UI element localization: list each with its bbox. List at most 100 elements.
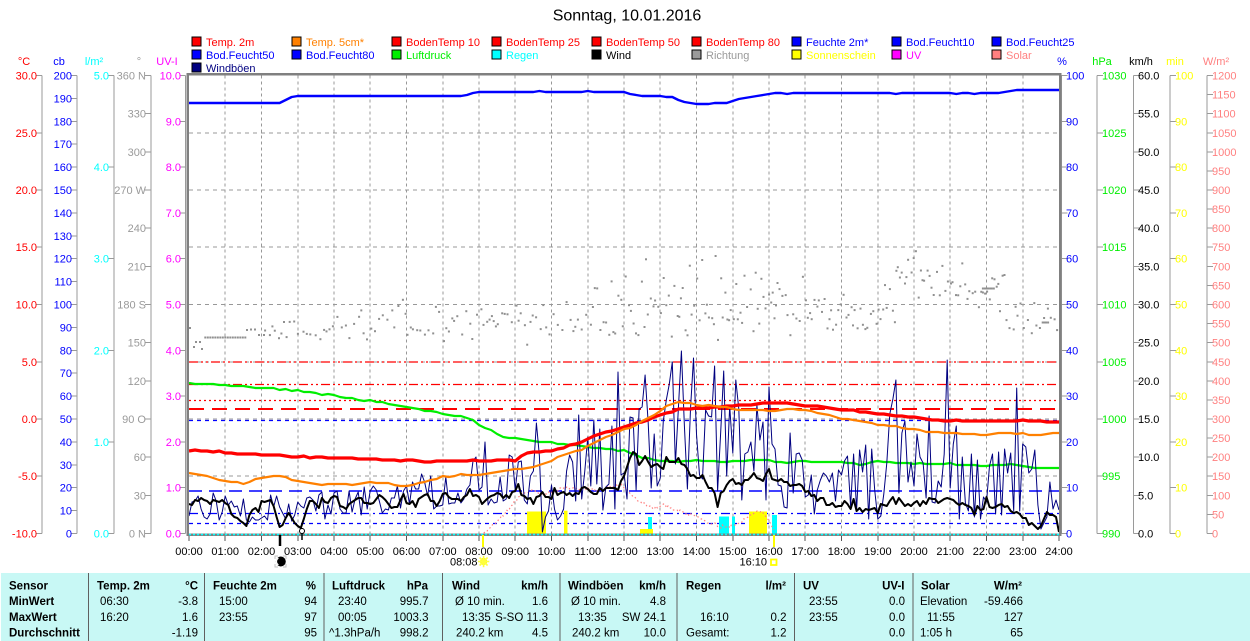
- svg-text:140: 140: [54, 208, 72, 220]
- svg-text:Solar: Solar: [921, 581, 950, 593]
- svg-text:Gesamt:: Gesamt:: [686, 628, 729, 640]
- svg-text:1150: 1150: [1212, 90, 1236, 102]
- svg-text:%: %: [306, 581, 316, 593]
- svg-text:min: min: [1166, 56, 1184, 68]
- svg-text:70: 70: [1175, 208, 1187, 220]
- svg-text:Durchschnitt: Durchschnitt: [9, 628, 80, 640]
- svg-text:00:00: 00:00: [175, 546, 203, 558]
- svg-text:08:00: 08:00: [465, 546, 493, 558]
- svg-text:240: 240: [128, 223, 146, 235]
- svg-text:13:35: 13:35: [462, 612, 491, 624]
- svg-text:700: 700: [1212, 261, 1230, 273]
- svg-text:km/h: km/h: [521, 581, 548, 593]
- svg-text:1020: 1020: [1102, 185, 1126, 197]
- svg-text:200: 200: [1212, 452, 1230, 464]
- svg-text:11:55: 11:55: [927, 612, 955, 624]
- svg-text:-3.8: -3.8: [178, 596, 198, 608]
- svg-text:-10.0: -10.0: [12, 529, 37, 541]
- svg-text:70: 70: [1066, 208, 1078, 220]
- svg-text:°C: °C: [185, 581, 198, 593]
- svg-text:1015: 1015: [1102, 242, 1126, 254]
- svg-text:350: 350: [1212, 395, 1230, 407]
- svg-text:50: 50: [60, 414, 72, 426]
- svg-text:20: 20: [60, 483, 72, 495]
- svg-text:750: 750: [1212, 242, 1230, 254]
- svg-text:23:40: 23:40: [338, 596, 367, 608]
- svg-text:60: 60: [134, 452, 146, 464]
- svg-text:Sensor: Sensor: [9, 581, 49, 593]
- svg-text:40.0: 40.0: [1138, 223, 1159, 235]
- svg-text:°C: °C: [18, 56, 30, 68]
- svg-text:300: 300: [1212, 414, 1230, 426]
- svg-text:150: 150: [1212, 471, 1230, 483]
- svg-text:150: 150: [54, 185, 72, 197]
- svg-text:UV: UV: [803, 581, 819, 593]
- svg-text:150: 150: [128, 338, 146, 350]
- svg-text:09:00: 09:00: [501, 546, 529, 558]
- svg-text:Temp. 2m: Temp. 2m: [206, 37, 254, 49]
- svg-text:23:55: 23:55: [809, 596, 838, 608]
- svg-text:4.0: 4.0: [166, 345, 181, 357]
- svg-text:S-SO 11.3: S-SO 11.3: [495, 612, 548, 624]
- svg-text:1030: 1030: [1102, 71, 1126, 83]
- svg-text:Wind: Wind: [452, 581, 480, 593]
- svg-text:90: 90: [60, 322, 72, 334]
- svg-text:Bod.Feucht10: Bod.Feucht10: [906, 37, 975, 49]
- svg-text:10: 10: [60, 506, 72, 518]
- svg-text:Solar: Solar: [1006, 50, 1032, 62]
- svg-text:30: 30: [1175, 391, 1187, 403]
- svg-text:95: 95: [304, 628, 317, 640]
- svg-text:4.8: 4.8: [650, 596, 666, 608]
- svg-text:20: 20: [1175, 437, 1187, 449]
- svg-text:25.0: 25.0: [1138, 338, 1159, 350]
- svg-text:60: 60: [1175, 254, 1187, 266]
- svg-text:90: 90: [1066, 116, 1078, 128]
- svg-text:W/m²: W/m²: [1203, 56, 1230, 68]
- svg-text:%: %: [1057, 56, 1067, 68]
- svg-text:60: 60: [60, 391, 72, 403]
- svg-text:850: 850: [1212, 204, 1230, 216]
- svg-text:Windböen: Windböen: [206, 63, 256, 75]
- svg-text:80: 80: [1175, 162, 1187, 174]
- svg-text:20: 20: [1066, 437, 1078, 449]
- svg-text:650: 650: [1212, 280, 1230, 292]
- svg-text:MinWert: MinWert: [9, 596, 54, 608]
- svg-text:5.0: 5.0: [1138, 490, 1153, 502]
- svg-text:05:00: 05:00: [356, 546, 384, 558]
- svg-text:1200: 1200: [1212, 71, 1236, 83]
- svg-text:0.0: 0.0: [889, 612, 905, 624]
- svg-text:13:35: 13:35: [578, 612, 607, 624]
- svg-text:190: 190: [54, 93, 72, 105]
- svg-text:Luftdruck: Luftdruck: [332, 581, 386, 593]
- svg-text:94: 94: [304, 596, 317, 608]
- svg-text:15.0: 15.0: [16, 242, 37, 254]
- svg-text:45.0: 45.0: [1138, 185, 1159, 197]
- svg-text:60: 60: [1066, 254, 1078, 266]
- svg-text:995.7: 995.7: [400, 596, 429, 608]
- svg-text:360 N: 360 N: [117, 71, 146, 83]
- svg-text:10:00: 10:00: [538, 546, 566, 558]
- svg-text:2.0: 2.0: [166, 437, 181, 449]
- svg-text:22:00: 22:00: [973, 546, 1001, 558]
- svg-text:1005: 1005: [1102, 357, 1126, 369]
- svg-text:110: 110: [54, 277, 72, 289]
- svg-text:7.0: 7.0: [166, 208, 181, 220]
- svg-text:30.0: 30.0: [16, 71, 37, 83]
- svg-text:04:00: 04:00: [320, 546, 348, 558]
- svg-text:BodenTemp 80: BodenTemp 80: [706, 37, 780, 49]
- svg-text:300: 300: [128, 147, 146, 159]
- svg-text:23:55: 23:55: [219, 612, 248, 624]
- svg-text:50: 50: [1212, 509, 1224, 521]
- svg-text:-59.466: -59.466: [984, 596, 1023, 608]
- svg-text:UV-I: UV-I: [882, 581, 904, 593]
- svg-text:Feuchte 2m*: Feuchte 2m*: [806, 37, 869, 49]
- svg-text:100: 100: [54, 300, 72, 312]
- svg-text:°: °: [137, 56, 141, 68]
- svg-text:120: 120: [54, 254, 72, 266]
- svg-text:Bod.Feucht50: Bod.Feucht50: [206, 50, 275, 62]
- svg-text:cb: cb: [53, 56, 65, 68]
- svg-text:0.0: 0.0: [889, 628, 905, 640]
- svg-text:55.0: 55.0: [1138, 109, 1159, 121]
- svg-text:9.0: 9.0: [166, 116, 181, 128]
- svg-text:25.0: 25.0: [16, 128, 37, 140]
